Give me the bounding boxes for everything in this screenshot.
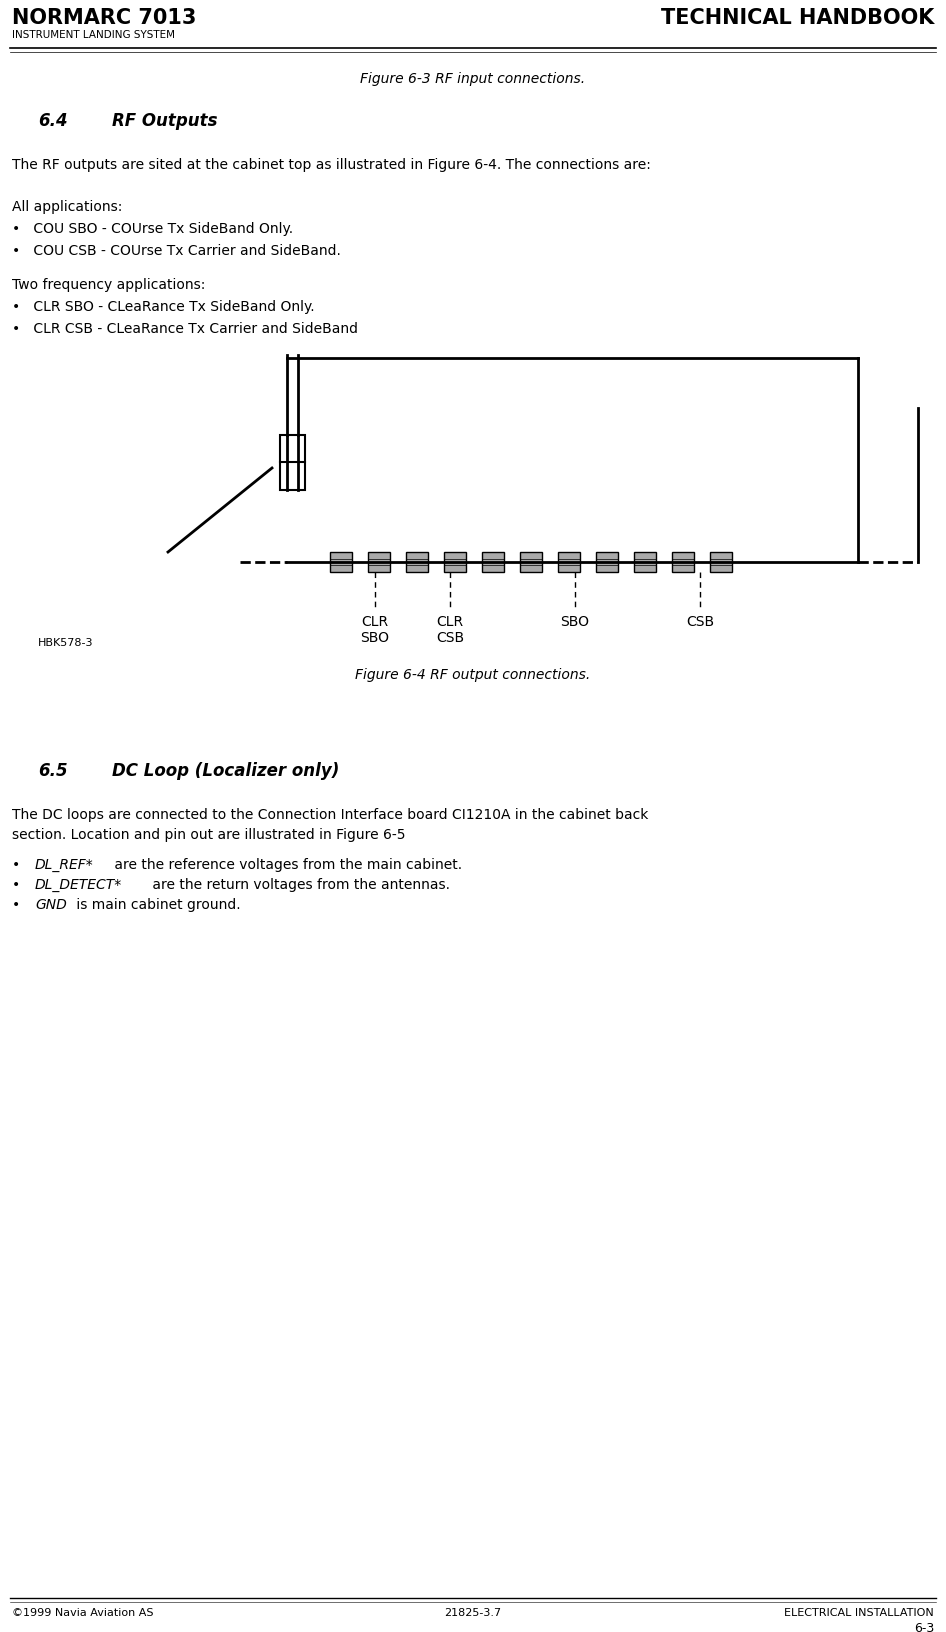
Text: •   CLR CSB - CLeaRance Tx Carrier and SideBand: • CLR CSB - CLeaRance Tx Carrier and Sid… <box>12 322 358 336</box>
Text: Figure 6-4 RF output connections.: Figure 6-4 RF output connections. <box>356 667 590 682</box>
Text: CLR
CSB: CLR CSB <box>436 615 464 645</box>
Bar <box>280 436 305 490</box>
Text: section. Location and pin out are illustrated in Figure 6-5: section. Location and pin out are illust… <box>12 827 406 842</box>
Text: Figure 6-3 RF input connections.: Figure 6-3 RF input connections. <box>360 72 586 86</box>
Text: SBO: SBO <box>560 615 589 628</box>
Text: are the reference voltages from the main cabinet.: are the reference voltages from the main… <box>110 858 463 871</box>
Text: NORMARC 7013: NORMARC 7013 <box>12 8 197 28</box>
Text: RF Outputs: RF Outputs <box>112 113 218 131</box>
Text: •: • <box>12 878 20 893</box>
Text: •   CLR SBO - CLeaRance Tx SideBand Only.: • CLR SBO - CLeaRance Tx SideBand Only. <box>12 300 315 313</box>
Bar <box>520 552 542 571</box>
Text: GND: GND <box>35 898 67 912</box>
Text: DC Loop (Localizer only): DC Loop (Localizer only) <box>112 762 340 780</box>
Text: •   COU CSB - COUrse Tx Carrier and SideBand.: • COU CSB - COUrse Tx Carrier and SideBa… <box>12 245 341 258</box>
Text: 6.5: 6.5 <box>38 762 67 780</box>
Text: ELECTRICAL INSTALLATION: ELECTRICAL INSTALLATION <box>784 1608 934 1617</box>
Text: CLR
SBO: CLR SBO <box>360 615 390 645</box>
Text: Two frequency applications:: Two frequency applications: <box>12 277 205 292</box>
Text: DL_DETECT*: DL_DETECT* <box>35 878 122 893</box>
Text: The RF outputs are sited at the cabinet top as illustrated in Figure 6-4. The co: The RF outputs are sited at the cabinet … <box>12 158 651 171</box>
Text: •: • <box>12 898 20 912</box>
Text: 6.4: 6.4 <box>38 113 67 131</box>
Bar <box>672 552 694 571</box>
Text: DL_REF*: DL_REF* <box>35 858 94 871</box>
Bar <box>368 552 390 571</box>
Text: is main cabinet ground.: is main cabinet ground. <box>72 898 240 912</box>
Bar <box>482 552 504 571</box>
Text: TECHNICAL HANDBOOK: TECHNICAL HANDBOOK <box>660 8 934 28</box>
Text: •: • <box>12 858 20 871</box>
Text: CSB: CSB <box>686 615 714 628</box>
Text: INSTRUMENT LANDING SYSTEM: INSTRUMENT LANDING SYSTEM <box>12 29 175 41</box>
Text: The DC loops are connected to the Connection Interface board CI1210A in the cabi: The DC loops are connected to the Connec… <box>12 808 648 823</box>
Text: ©1999 Navia Aviation AS: ©1999 Navia Aviation AS <box>12 1608 153 1617</box>
Bar <box>634 552 656 571</box>
Bar <box>558 552 580 571</box>
Text: HBK578-3: HBK578-3 <box>38 638 94 648</box>
Bar <box>596 552 618 571</box>
Text: All applications:: All applications: <box>12 201 122 214</box>
Bar <box>444 552 466 571</box>
Bar <box>406 552 428 571</box>
Text: •   COU SBO - COUrse Tx SideBand Only.: • COU SBO - COUrse Tx SideBand Only. <box>12 222 293 237</box>
Bar <box>710 552 732 571</box>
Bar <box>330 552 352 571</box>
Text: are the return voltages from the antennas.: are the return voltages from the antenna… <box>148 878 450 893</box>
Text: 21825-3.7: 21825-3.7 <box>445 1608 501 1617</box>
Text: 6-3: 6-3 <box>914 1622 934 1632</box>
